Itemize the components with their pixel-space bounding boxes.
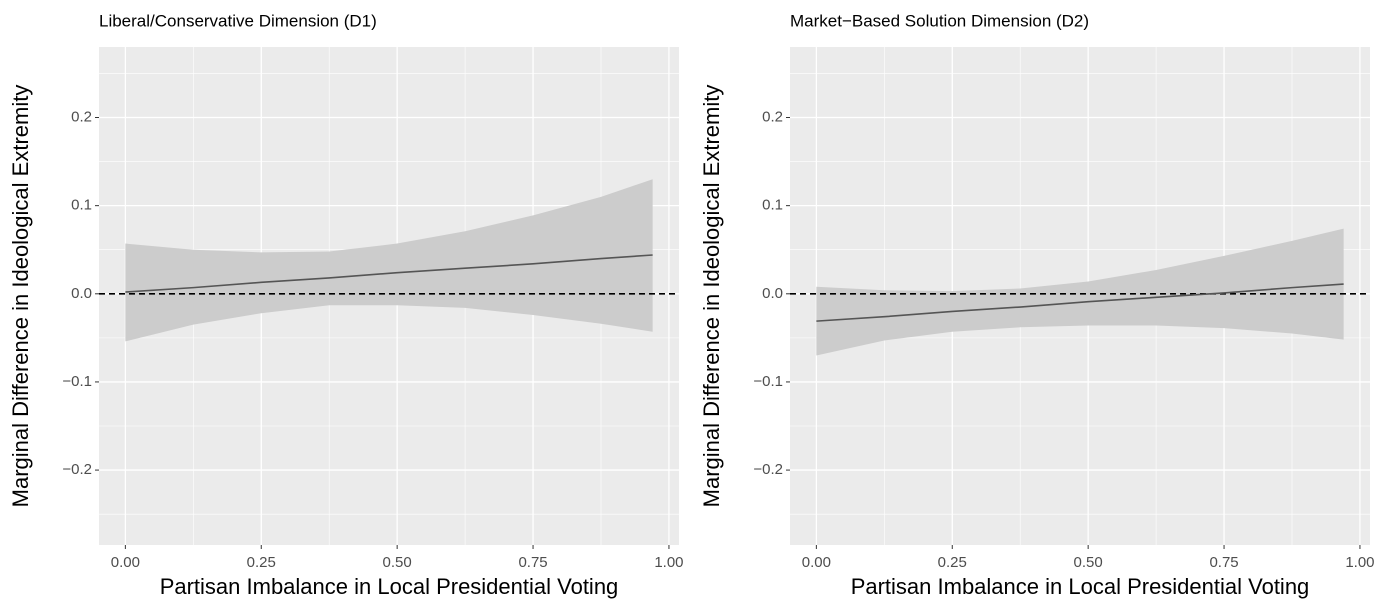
y-tick-label: 0.1 xyxy=(762,197,783,214)
y-axis-label: Marginal Difference in Ideological Extre… xyxy=(8,85,33,508)
confidence-band xyxy=(125,179,653,342)
x-tick-label: 0.00 xyxy=(111,554,140,571)
y-tick-label: 0.1 xyxy=(71,197,92,214)
y-tick-label: 0.0 xyxy=(71,285,92,302)
y-tick-label: −0.1 xyxy=(62,373,92,390)
x-tick-label: 1.00 xyxy=(1345,554,1374,571)
x-tick-label: 0.25 xyxy=(247,554,276,571)
fit-line xyxy=(125,254,653,293)
x-tick-label: 0.00 xyxy=(802,554,831,571)
x-tick-label: 0.50 xyxy=(1074,554,1103,571)
chart-title: Liberal/Conservative Dimension (D1) xyxy=(99,11,377,30)
chart-title: Market−Based Solution Dimension (D2) xyxy=(790,11,1089,30)
y-tick-label: −0.2 xyxy=(753,461,783,478)
x-tick-label: 0.75 xyxy=(518,554,547,571)
y-tick-label: 0.0 xyxy=(762,285,783,302)
x-tick-label: 0.75 xyxy=(1209,554,1238,571)
y-tick-label: −0.2 xyxy=(62,461,92,478)
x-tick-label: 0.50 xyxy=(383,554,412,571)
x-tick-label: 0.25 xyxy=(938,554,967,571)
y-tick-label: 0.2 xyxy=(762,108,783,125)
fit-line xyxy=(816,283,1344,322)
y-tick-label: −0.1 xyxy=(753,373,783,390)
y-tick-label: 0.2 xyxy=(71,108,92,125)
x-axis-label: Partisan Imbalance in Local Presidential… xyxy=(160,574,619,599)
x-tick-label: 1.00 xyxy=(654,554,683,571)
confidence-band xyxy=(816,228,1344,356)
x-axis-label: Partisan Imbalance in Local Presidential… xyxy=(851,574,1310,599)
y-axis-label: Marginal Difference in Ideological Extre… xyxy=(699,85,724,508)
